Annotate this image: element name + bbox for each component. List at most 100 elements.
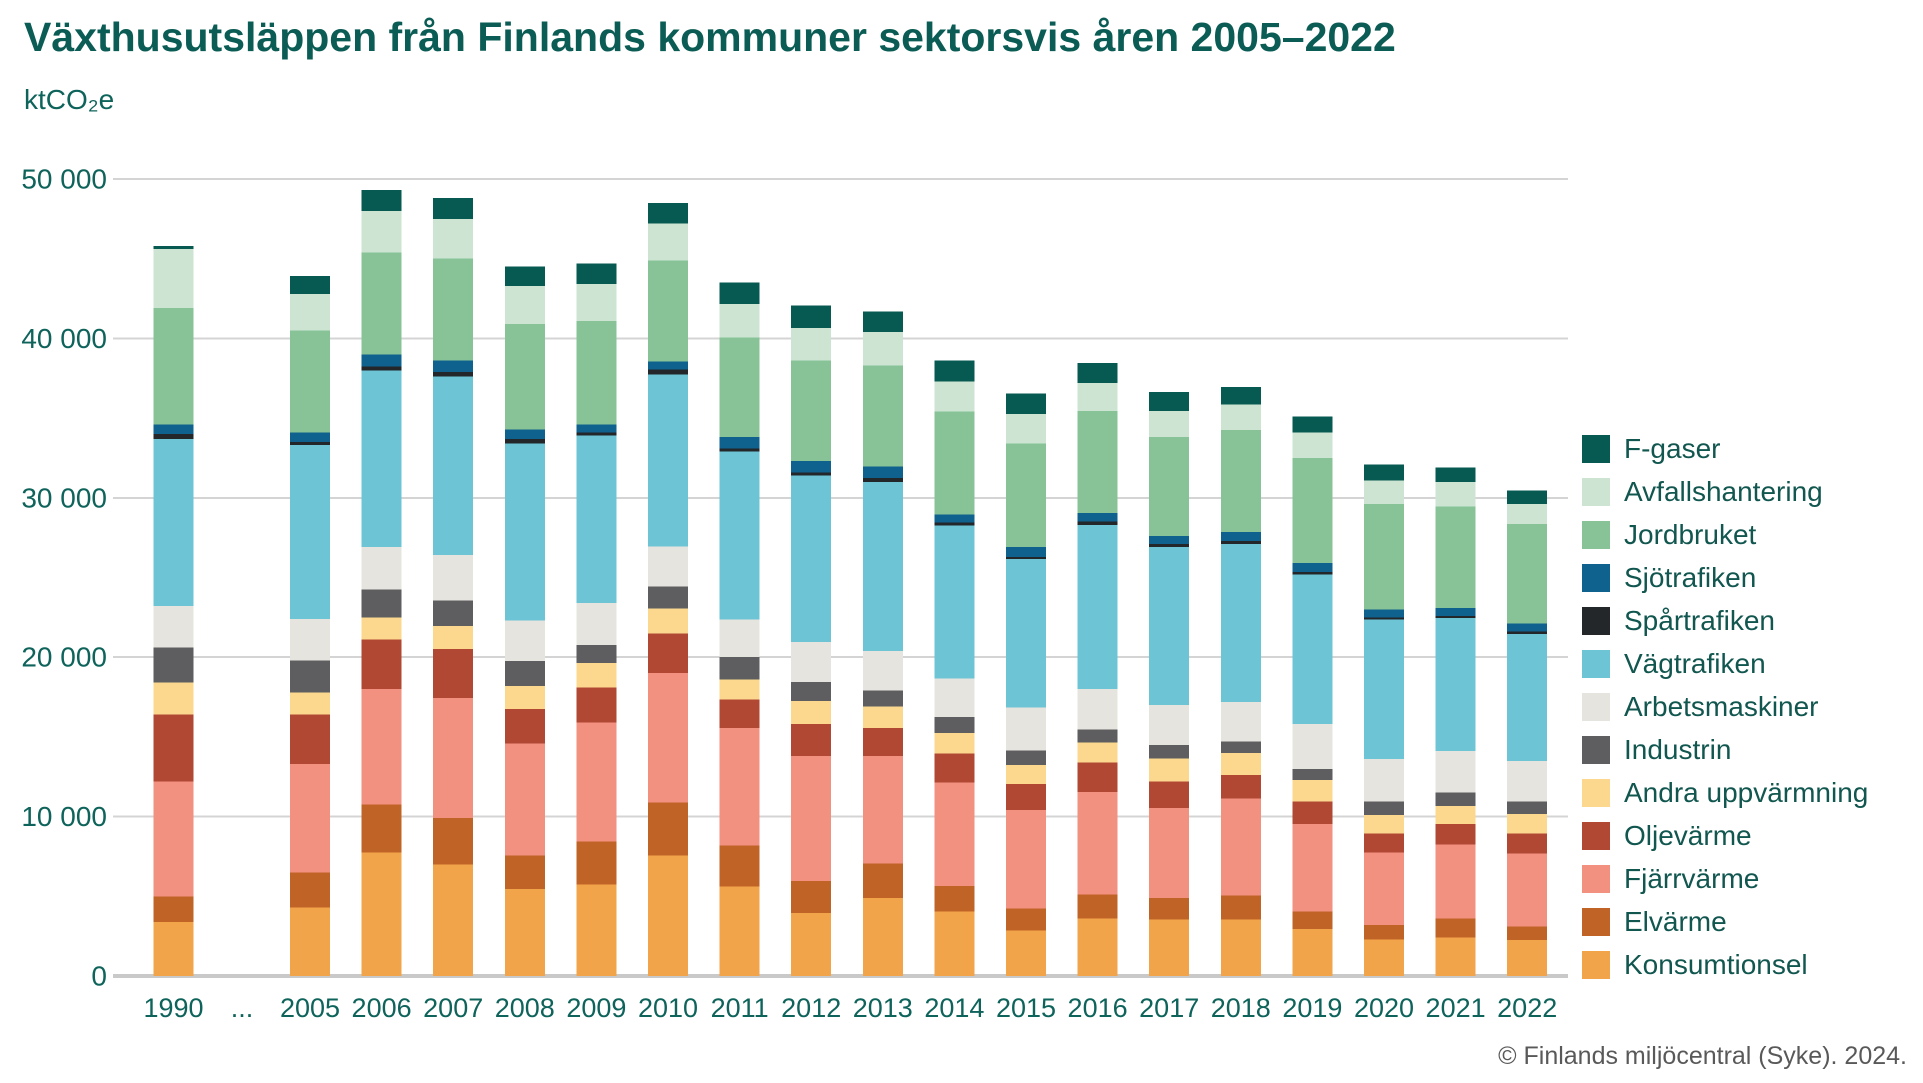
bar-segment-2014-andra-uppv-rmning[interactable] (934, 732, 975, 754)
legend-item-f-gaser[interactable]: F-gaser (1582, 435, 1868, 463)
bar-segment-2009-industrin[interactable] (576, 645, 617, 663)
bar-segment-2007-arbetsmaskiner[interactable] (433, 555, 474, 601)
bar-segment-2019-industrin[interactable] (1292, 768, 1333, 780)
bar-segment-2018-sp-rtrafiken[interactable] (1220, 540, 1261, 545)
bar-segment-2006-avfallshantering[interactable] (361, 210, 402, 253)
bar-segment-2005-oljev-rme[interactable] (290, 714, 330, 764)
legend-item-jordbruket[interactable]: Jordbruket (1582, 521, 1868, 549)
bar-segment-2007-sp-rtrafiken[interactable] (433, 371, 474, 377)
bar-segment-2018-avfallshantering[interactable] (1220, 404, 1261, 431)
bar-segment-2019-jordbruket[interactable] (1292, 457, 1333, 564)
bar-segment-2006-andra-uppv-rmning[interactable] (361, 617, 402, 640)
bar-segment-2017-sp-rtrafiken[interactable] (1149, 544, 1190, 548)
bar-segment-2019-sp-rtrafiken[interactable] (1292, 571, 1333, 575)
bar-segment-2022-industrin[interactable] (1507, 801, 1548, 815)
bar-segment-2012-fj-rrv-rme[interactable] (791, 756, 832, 882)
bar-segment-2005-arbetsmaskiner[interactable] (290, 618, 330, 661)
bar-segment-2015-v-gtrafiken[interactable] (1006, 559, 1046, 708)
bar-segment-2016-andra-uppv-rmning[interactable] (1077, 742, 1118, 763)
bar-segment-2011-sp-rtrafiken[interactable] (719, 448, 760, 452)
bar-segment-2015-industrin[interactable] (1006, 750, 1046, 765)
bar-segment-2018-f-gaser[interactable] (1220, 387, 1261, 405)
bar-segment-2008-industrin[interactable] (504, 661, 545, 686)
bar-segment-2019-elv-rme[interactable] (1292, 911, 1333, 929)
bar-segment-2008-fj-rrv-rme[interactable] (504, 743, 545, 856)
bar-segment-2018-oljev-rme[interactable] (1220, 775, 1261, 799)
bar-segment-2010-fj-rrv-rme[interactable] (648, 673, 688, 803)
bar-segment-2016-konsumtionsel[interactable] (1077, 918, 1118, 976)
bar-segment-2011-industrin[interactable] (719, 657, 760, 680)
bar-segment-2011-oljev-rme[interactable] (719, 699, 760, 729)
bar-segment-2016-arbetsmaskiner[interactable] (1077, 689, 1118, 730)
bar-segment-2005-jordbruket[interactable] (290, 330, 330, 433)
bar-segment-2013-andra-uppv-rmning[interactable] (862, 706, 903, 729)
bar-segment-2015-konsumtionsel[interactable] (1006, 930, 1046, 976)
bar-segment-2008-andra-uppv-rmning[interactable] (504, 685, 545, 710)
legend-item-v-gtrafiken[interactable]: Vägtrafiken (1582, 650, 1868, 678)
bar-segment-2008-sj-trafiken[interactable] (504, 429, 545, 439)
bar-segment-2014-konsumtionsel[interactable] (934, 911, 975, 976)
bar-segment-2022-oljev-rme[interactable] (1507, 833, 1548, 854)
bar-segment-2010-sj-trafiken[interactable] (648, 361, 688, 370)
bar-segment-2014-industrin[interactable] (934, 716, 975, 733)
bar-segment-2017-andra-uppv-rmning[interactable] (1149, 758, 1190, 782)
bar-segment-2021-sp-rtrafiken[interactable] (1435, 615, 1476, 619)
legend-item-sj-trafiken[interactable]: Sjötrafiken (1582, 564, 1868, 592)
bar-segment-2014-oljev-rme[interactable] (934, 753, 975, 783)
bar-segment-2020-jordbruket[interactable] (1364, 504, 1404, 610)
bar-segment-2007-andra-uppv-rmning[interactable] (433, 626, 474, 650)
bar-segment-1990-konsumtionsel[interactable] (153, 921, 194, 976)
bar-segment-2008-oljev-rme[interactable] (504, 709, 545, 744)
bar-segment-2022-v-gtrafiken[interactable] (1507, 634, 1548, 761)
bar-segment-2009-avfallshantering[interactable] (576, 284, 617, 321)
bar-segment-2010-avfallshantering[interactable] (648, 223, 688, 261)
bar-segment-2012-oljev-rme[interactable] (791, 724, 832, 757)
bar-segment-2020-sp-rtrafiken[interactable] (1364, 617, 1404, 620)
bar-segment-2021-sj-trafiken[interactable] (1435, 607, 1476, 616)
bar-segment-2016-industrin[interactable] (1077, 729, 1118, 743)
bar-segment-2016-v-gtrafiken[interactable] (1077, 524, 1118, 690)
bar-segment-2020-fj-rrv-rme[interactable] (1364, 852, 1404, 925)
bar-segment-2011-konsumtionsel[interactable] (719, 886, 760, 976)
bar-segment-2019-oljev-rme[interactable] (1292, 801, 1333, 824)
bar-segment-2008-arbetsmaskiner[interactable] (504, 620, 545, 662)
bar-segment-2019-v-gtrafiken[interactable] (1292, 574, 1333, 725)
bar-segment-2018-industrin[interactable] (1220, 741, 1261, 753)
bar-segment-2018-arbetsmaskiner[interactable] (1220, 701, 1261, 742)
bar-segment-2015-andra-uppv-rmning[interactable] (1006, 764, 1046, 784)
bar-segment-2012-sp-rtrafiken[interactable] (791, 472, 832, 476)
bar-segment-2018-sj-trafiken[interactable] (1220, 532, 1261, 541)
bar-segment-2017-industrin[interactable] (1149, 744, 1190, 759)
bar-segment-2020-avfallshantering[interactable] (1364, 480, 1404, 505)
legend-item-elv-rme[interactable]: Elvärme (1582, 908, 1868, 936)
bar-segment-2015-f-gaser[interactable] (1006, 393, 1046, 415)
bar-segment-2020-andra-uppv-rmning[interactable] (1364, 815, 1404, 834)
bar-segment-2005-konsumtionsel[interactable] (290, 907, 330, 976)
bar-segment-2007-industrin[interactable] (433, 600, 474, 627)
bar-segment-2011-f-gaser[interactable] (719, 282, 760, 305)
legend-item-arbetsmaskiner[interactable]: Arbetsmaskiner (1582, 693, 1868, 721)
bar-segment-2010-v-gtrafiken[interactable] (648, 374, 688, 547)
bar-segment-2012-arbetsmaskiner[interactable] (791, 642, 832, 682)
bar-segment-2007-fj-rrv-rme[interactable] (433, 697, 474, 819)
bar-segment-2013-fj-rrv-rme[interactable] (862, 756, 903, 864)
bar-segment-2019-sj-trafiken[interactable] (1292, 563, 1333, 572)
bar-segment-2005-sj-trafiken[interactable] (290, 432, 330, 443)
legend-item-oljev-rme[interactable]: Oljevärme (1582, 822, 1868, 850)
bar-segment-2011-v-gtrafiken[interactable] (719, 451, 760, 620)
bar-segment-1990-v-gtrafiken[interactable] (153, 438, 194, 607)
bar-segment-2013-sj-trafiken[interactable] (862, 466, 903, 478)
bar-segment-2018-fj-rrv-rme[interactable] (1220, 798, 1261, 896)
bar-segment-1990-industrin[interactable] (153, 647, 194, 683)
bar-segment-2009-oljev-rme[interactable] (576, 687, 617, 723)
bar-segment-2005-industrin[interactable] (290, 660, 330, 693)
bar-segment-2022-konsumtionsel[interactable] (1507, 940, 1548, 976)
bar-segment-2016-sp-rtrafiken[interactable] (1077, 521, 1118, 525)
bar-segment-2020-v-gtrafiken[interactable] (1364, 619, 1404, 760)
bar-segment-2006-v-gtrafiken[interactable] (361, 370, 402, 548)
bar-segment-2017-oljev-rme[interactable] (1149, 781, 1190, 808)
bar-segment-2017-fj-rrv-rme[interactable] (1149, 807, 1190, 898)
bar-segment-2017-arbetsmaskiner[interactable] (1149, 705, 1190, 745)
bar-segment-2019-avfallshantering[interactable] (1292, 432, 1333, 458)
bar-segment-2018-v-gtrafiken[interactable] (1220, 544, 1261, 702)
